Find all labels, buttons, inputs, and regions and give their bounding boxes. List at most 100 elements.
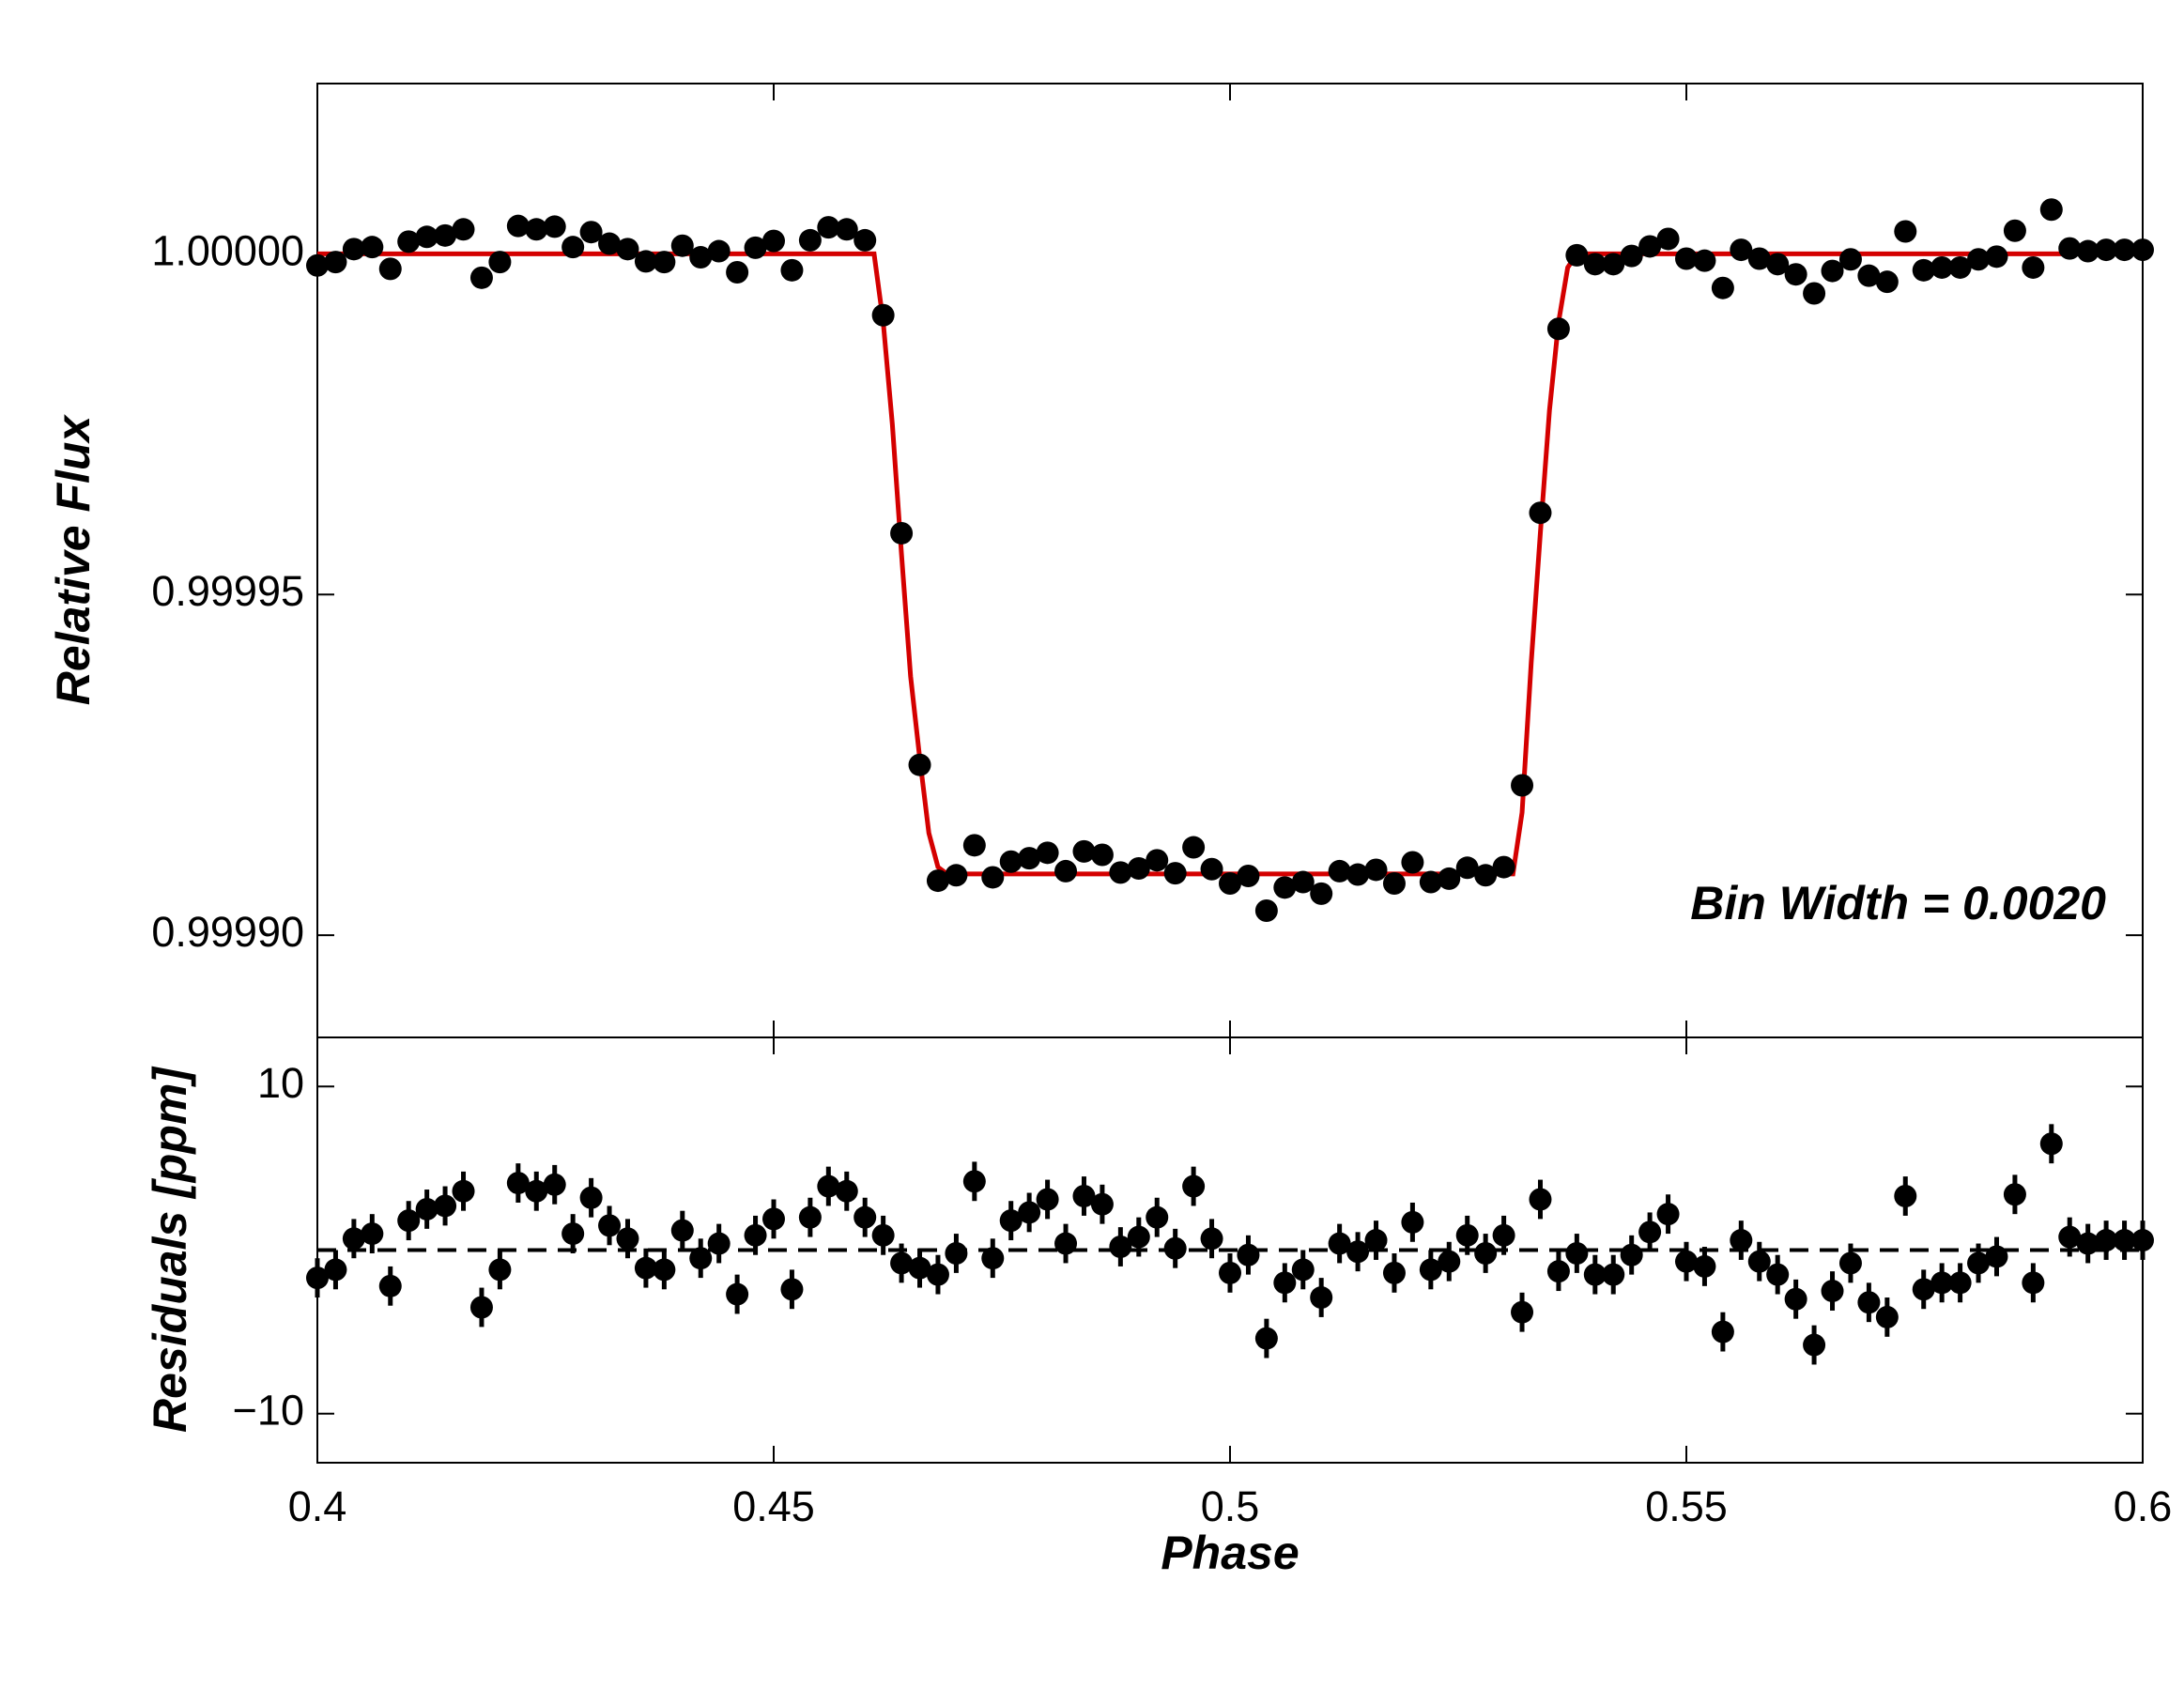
data-point xyxy=(1364,858,1388,882)
x-tick-label: 0.4 xyxy=(288,1482,347,1530)
data-point xyxy=(999,1209,1023,1233)
data-point xyxy=(1693,1254,1716,1278)
data-point xyxy=(1090,843,1114,867)
data-point xyxy=(361,1222,384,1246)
data-point xyxy=(2131,1229,2154,1252)
data-point xyxy=(2076,239,2099,263)
data-point xyxy=(726,261,749,284)
data-point xyxy=(1711,276,1734,299)
data-point xyxy=(2095,1229,2118,1252)
data-point xyxy=(2039,1132,2063,1156)
data-point xyxy=(1967,248,1991,271)
data-point xyxy=(1948,1271,1972,1295)
data-point xyxy=(1638,235,1662,258)
data-point xyxy=(689,1247,713,1270)
data-point xyxy=(561,236,585,259)
data-point xyxy=(1163,1236,1187,1260)
data-point xyxy=(1857,264,1881,287)
data-point xyxy=(488,251,512,274)
data-point xyxy=(634,1256,657,1280)
data-point xyxy=(1182,836,1206,859)
data-point xyxy=(543,1173,566,1196)
data-point xyxy=(306,1266,329,1290)
data-point xyxy=(1254,899,1278,923)
data-point xyxy=(1273,1271,1297,1295)
data-point xyxy=(890,521,914,545)
data-point xyxy=(1565,243,1589,267)
data-point xyxy=(1511,774,1534,797)
data-point xyxy=(415,225,438,249)
data-point xyxy=(1675,1250,1698,1273)
data-point xyxy=(1254,1327,1278,1350)
x-tick-label: 0.55 xyxy=(1645,1482,1728,1530)
y-axis-label: Residuals [ppm] xyxy=(144,1066,196,1433)
data-point xyxy=(1656,227,1680,251)
data-point xyxy=(1474,1241,1498,1265)
data-point xyxy=(962,834,986,857)
data-point xyxy=(1565,1241,1589,1265)
data-point xyxy=(926,869,949,893)
data-point xyxy=(1200,857,1223,881)
data-point xyxy=(1511,1300,1534,1324)
data-point xyxy=(1072,1185,1096,1208)
data-point xyxy=(871,303,895,327)
data-point xyxy=(1419,1258,1442,1282)
data-point xyxy=(981,1247,1005,1270)
data-point xyxy=(1766,1263,1790,1286)
data-point xyxy=(1401,1210,1424,1234)
data-point xyxy=(2131,238,2154,262)
data-point xyxy=(1930,1271,1954,1295)
data-point xyxy=(561,1222,585,1246)
data-point xyxy=(1018,1201,1041,1224)
data-point xyxy=(798,1205,822,1229)
data-point xyxy=(1346,1240,1370,1264)
data-point xyxy=(780,258,804,282)
data-point xyxy=(817,216,840,239)
y-tick-label: 10 xyxy=(257,1059,304,1107)
x-axis-label: Phase xyxy=(1161,1527,1299,1579)
data-point xyxy=(306,253,329,277)
data-point xyxy=(1602,253,1625,276)
data-point xyxy=(1784,1287,1807,1311)
data-point xyxy=(1401,851,1424,874)
data-point xyxy=(762,1207,785,1231)
data-point xyxy=(1036,841,1059,865)
data-point xyxy=(981,866,1005,889)
data-point xyxy=(945,1241,968,1265)
data-point xyxy=(598,232,622,255)
x-tick-label: 0.45 xyxy=(732,1482,815,1530)
data-point xyxy=(926,1263,949,1286)
data-point xyxy=(1237,865,1260,888)
data-point xyxy=(1803,282,1826,305)
data-point xyxy=(1109,861,1132,884)
data-point xyxy=(1912,258,1935,282)
data-point xyxy=(506,214,530,238)
data-point xyxy=(1583,253,1607,276)
data-point xyxy=(670,1219,694,1242)
data-point xyxy=(525,1179,548,1203)
data-point xyxy=(1090,1192,1114,1216)
data-point xyxy=(1894,220,1917,243)
data-point xyxy=(1018,847,1041,870)
data-point xyxy=(762,229,785,253)
data-point xyxy=(1054,1232,1078,1255)
data-point xyxy=(579,1186,603,1209)
data-point xyxy=(1838,248,1862,271)
data-point xyxy=(2022,1271,2045,1295)
data-point xyxy=(1711,1320,1734,1343)
data-point xyxy=(1328,859,1351,883)
data-point xyxy=(1693,249,1716,272)
data-point xyxy=(1730,238,1753,262)
data-point xyxy=(1346,863,1370,886)
data-point xyxy=(908,1256,931,1280)
data-point xyxy=(1857,1291,1881,1314)
data-point xyxy=(1821,1280,1844,1303)
data-point xyxy=(2003,219,2026,242)
data-point xyxy=(817,1174,840,1198)
data-point xyxy=(1620,1243,1643,1266)
data-point xyxy=(1310,1286,1333,1310)
data-point xyxy=(1675,247,1698,270)
data-point xyxy=(1766,253,1790,276)
data-point xyxy=(798,228,822,252)
